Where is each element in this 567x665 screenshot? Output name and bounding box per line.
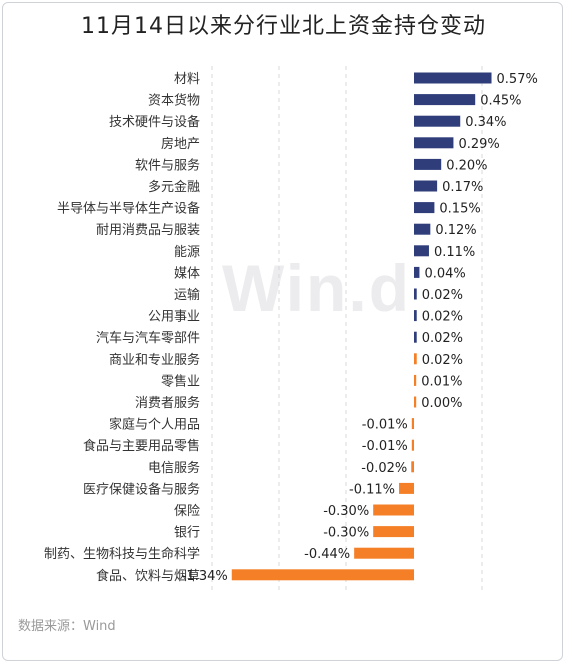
category-label-18: 电信服务 (148, 460, 200, 476)
bar-21 (373, 526, 414, 538)
category-label-7: 耐用消费品与服装 (96, 223, 200, 238)
chart-title: 11月14日以来分行业北上资金持仓变动 (81, 14, 486, 39)
wind-watermark: Win.d (222, 251, 412, 325)
bar-8 (414, 245, 429, 257)
bar-0 (414, 72, 492, 84)
category-label-19: 医疗保健设备与服务 (83, 481, 200, 497)
category-label-1: 资本货物 (148, 93, 200, 109)
bar-2 (414, 115, 461, 127)
category-label-2: 技术硬件与设备 (109, 114, 200, 130)
value-label-20: -0.30% (323, 504, 369, 519)
category-label-23: 食品、饮料与烟草 (96, 568, 200, 584)
value-label-7: 0.12% (435, 223, 476, 238)
category-label-15: 消费者服务 (135, 395, 200, 411)
source-note: 数据来源：Wind (18, 619, 116, 634)
value-label-14: 0.01% (421, 374, 462, 389)
category-label-4: 软件与服务 (135, 157, 200, 173)
bar-6 (414, 202, 435, 214)
value-label-8: 0.11% (434, 245, 475, 260)
value-label-23: -1.34% (182, 569, 228, 584)
value-label-5: 0.17% (442, 180, 483, 195)
category-label-21: 银行 (174, 526, 200, 541)
bar-17 (411, 439, 414, 451)
bar-5 (414, 180, 438, 192)
value-label-12: 0.02% (422, 331, 463, 346)
bar-12 (414, 331, 417, 343)
value-label-21: -0.30% (323, 526, 369, 541)
bar-10 (414, 288, 417, 300)
value-label-13: 0.02% (422, 353, 463, 368)
category-label-5: 多元金融 (148, 179, 200, 195)
value-label-18: -0.02% (361, 461, 407, 476)
value-label-4: 0.20% (446, 158, 487, 173)
value-label-9: 0.04% (424, 266, 465, 281)
category-label-17: 食品与主要用品零售 (83, 438, 200, 454)
bar-9 (414, 266, 420, 278)
bar-15 (414, 396, 417, 408)
category-label-16: 家庭与个人用品 (109, 417, 200, 433)
bar-22 (354, 547, 414, 559)
bar-20 (373, 504, 414, 516)
category-label-22: 制药、生物科技与生命科学 (44, 546, 200, 562)
bar-23 (231, 569, 414, 581)
category-label-12: 汽车与汽车零部件 (96, 330, 200, 346)
bar-16 (411, 418, 414, 430)
bar-3 (414, 137, 454, 149)
bar-7 (414, 223, 431, 235)
value-label-15: 0.00% (421, 396, 462, 411)
category-label-11: 公用事业 (148, 310, 200, 325)
value-label-10: 0.02% (422, 288, 463, 303)
bar-13 (414, 353, 417, 365)
value-label-3: 0.29% (458, 137, 499, 152)
bar-11 (414, 310, 417, 322)
category-label-6: 半导体与半导体生产设备 (57, 201, 200, 217)
value-label-22: -0.44% (304, 547, 350, 562)
category-label-14: 零售业 (161, 373, 200, 389)
bar-14 (414, 374, 417, 386)
category-label-10: 运输 (174, 287, 200, 303)
value-label-6: 0.15% (439, 202, 480, 217)
value-label-17: -0.01% (362, 439, 408, 454)
value-label-11: 0.02% (422, 310, 463, 325)
value-label-1: 0.45% (480, 94, 521, 109)
value-label-16: -0.01% (362, 418, 408, 433)
value-label-19: -0.11% (349, 482, 395, 497)
bar-4 (414, 158, 442, 170)
bar-1 (414, 94, 476, 106)
bar-19 (399, 482, 414, 494)
category-label-0: 材料 (174, 72, 200, 87)
category-label-3: 房地产 (161, 136, 200, 152)
value-label-2: 0.34% (465, 115, 506, 130)
category-label-20: 保险 (174, 504, 200, 519)
bar-18 (411, 461, 414, 473)
category-label-13: 商业和专业服务 (109, 352, 200, 368)
category-label-8: 能源 (174, 245, 200, 260)
category-label-9: 媒体 (174, 266, 200, 281)
value-label-0: 0.57% (497, 72, 538, 87)
